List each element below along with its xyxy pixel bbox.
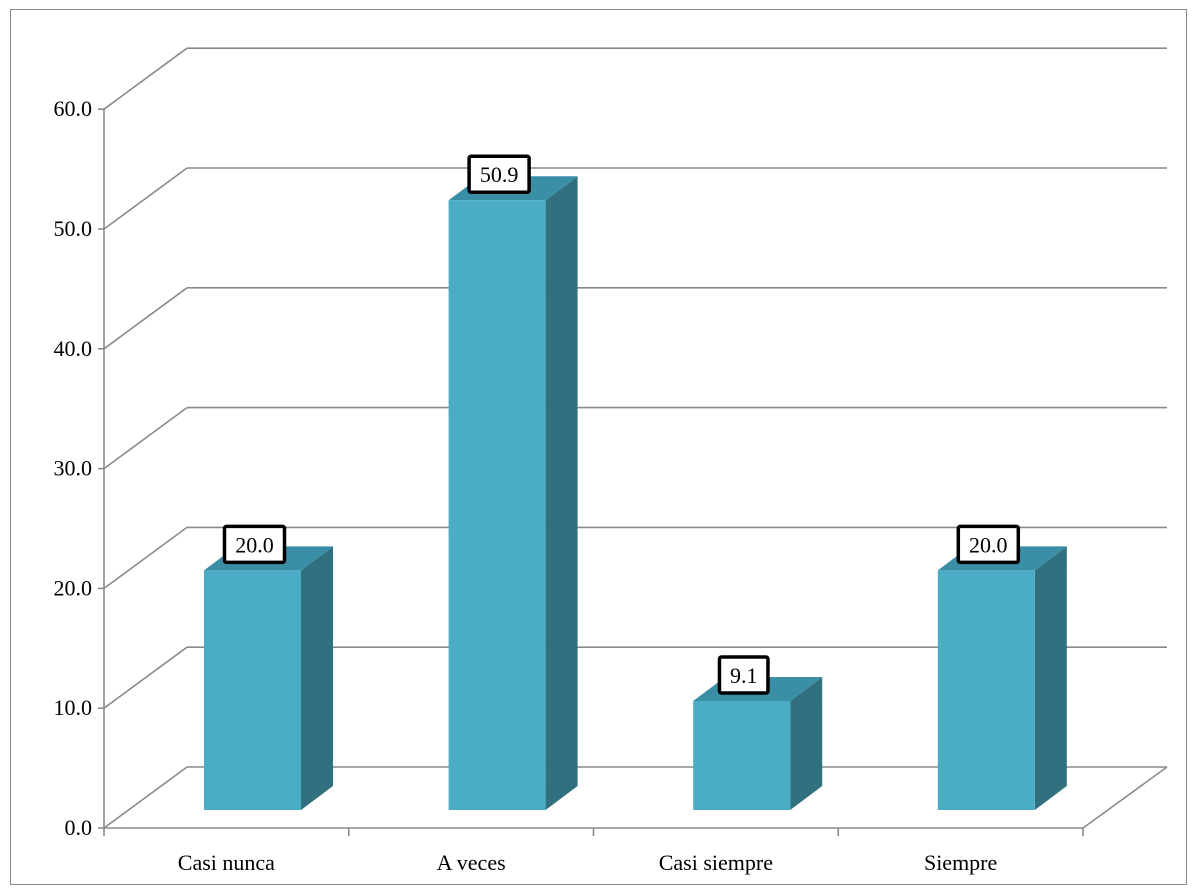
x-tick-label: A veces	[437, 850, 506, 875]
data-label: 9.1	[730, 663, 758, 688]
y-tick-label: 60.0	[54, 96, 93, 121]
gridline-side	[103, 287, 188, 350]
data-label-box	[956, 524, 1021, 565]
bar-front	[693, 700, 791, 810]
bar-side	[790, 676, 823, 810]
data-label: 20.0	[969, 532, 1008, 557]
gridline-side	[103, 646, 188, 709]
y-tick-label: 0.0	[65, 815, 93, 840]
floor-edge	[1082, 766, 1168, 829]
data-label: 50.9	[480, 162, 519, 187]
data-label: 20.0	[235, 532, 274, 557]
gridline-side	[103, 47, 188, 110]
bar	[448, 176, 578, 810]
data-labels: 20.0 50.9 9.1 20.0	[222, 154, 1021, 695]
gridline-side	[103, 766, 188, 829]
axes: 0.0 10.0 20.0 30.0 40.0 50.0 60.0 Casi nunca A v…	[54, 96, 1084, 875]
bar-front	[937, 570, 1035, 810]
bar	[204, 546, 333, 810]
y-tick-label: 10.0	[54, 695, 93, 720]
bar	[937, 546, 1067, 810]
x-tick-label: Casi siempre	[659, 850, 773, 875]
bar	[693, 676, 823, 810]
y-tick-label: 30.0	[54, 456, 93, 481]
gridline-side	[103, 526, 188, 590]
bar-side	[545, 176, 578, 810]
data-label-box	[222, 524, 287, 565]
bar-front	[448, 200, 546, 810]
gridline-side	[103, 406, 188, 470]
bars	[204, 176, 1067, 810]
x-tick-label: Casi nunca	[178, 850, 275, 875]
bar-side	[301, 546, 333, 810]
y-tick-label: 40.0	[54, 336, 93, 361]
x-tick-label: Siempre	[924, 850, 997, 875]
data-label-box	[467, 154, 531, 194]
bar-front	[204, 570, 301, 810]
data-label-box	[717, 655, 770, 695]
bar-side	[1034, 546, 1067, 810]
y-tick-label: 50.0	[54, 216, 93, 241]
y-tick-label: 20.0	[54, 575, 93, 600]
gridline-side	[103, 167, 188, 230]
